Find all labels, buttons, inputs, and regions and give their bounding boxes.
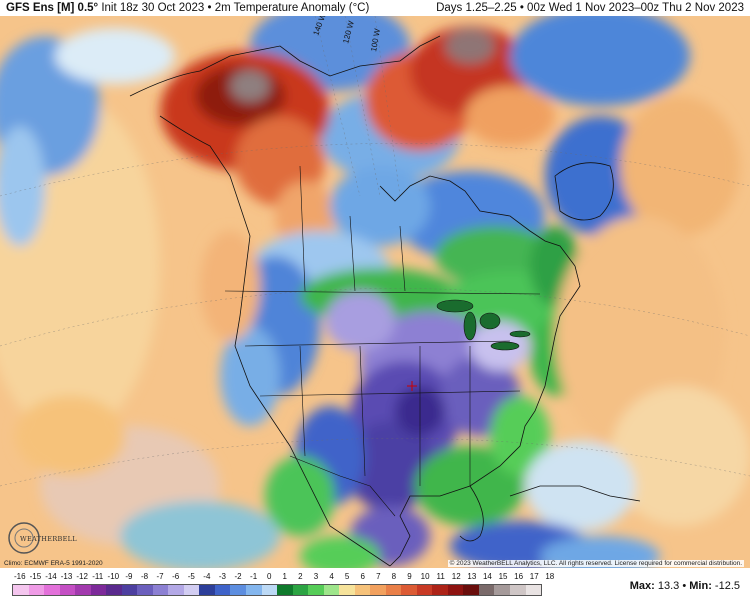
scale-swatch	[494, 585, 510, 595]
scale-tick-label: -4	[203, 572, 211, 581]
great-lakes	[436, 299, 531, 351]
scale-tick-label: 18	[545, 572, 555, 581]
scale-swatch	[323, 585, 340, 595]
logo-text: WEATHERBELL	[20, 535, 77, 543]
scale-bar	[12, 584, 542, 596]
scale-swatch	[416, 585, 433, 595]
copyright-credit: © 2023 WeatherBELL Analytics, LLC. All r…	[447, 560, 744, 567]
max-min-readout: Max: 13.3 • Min: -12.5	[630, 580, 740, 592]
title-separator: •	[207, 2, 212, 14]
scale-swatch	[354, 585, 371, 595]
min-marker	[407, 381, 417, 391]
scale-tick-label: -1	[250, 572, 258, 581]
scale-swatch	[401, 585, 417, 595]
scale-swatch	[245, 585, 262, 595]
scale-tick-label: 6	[360, 572, 365, 581]
scale-swatch	[510, 585, 526, 595]
init-time: Init 18z 30 Oct 2023	[101, 2, 205, 14]
color-scale-legend: -16 -15 -14 -13 -12 -11 -10 -9 -8 -7 -6 -5 -4 -3 -2 -1 0…	[0, 570, 750, 602]
scale-swatch	[261, 585, 278, 595]
weatherbell-logo: WEATHERBELL	[6, 520, 77, 556]
political-borders	[224, 165, 541, 517]
max-min-separator: •	[682, 580, 687, 592]
model-name: GFS Ens [M] 0.5°	[6, 2, 99, 14]
scale-swatch	[75, 585, 91, 595]
graticule	[0, 16, 750, 487]
scale-swatch	[214, 585, 231, 595]
scale-swatch	[152, 585, 169, 595]
scale-swatch	[106, 585, 122, 595]
scale-tick-label: -10	[107, 572, 120, 581]
scale-tick-label: 10	[420, 572, 430, 581]
scale-swatch	[478, 585, 495, 595]
scale-swatch	[168, 585, 184, 595]
scale-tick-label: -6	[172, 572, 180, 581]
temperature-anomaly-map: 140 W 120 W 100 W	[0, 16, 750, 568]
scale-tick-label: 0	[266, 572, 272, 581]
map-title: GFS Ens [M] 0.5° Init 18z 30 Oct 2023 • …	[6, 0, 369, 16]
scale-tick-label: 1	[282, 572, 288, 581]
scale-tick-label: 15	[498, 572, 508, 581]
scale-tick-label: -12	[76, 572, 88, 581]
scale-tick-label: -16	[14, 572, 26, 581]
scale-tick-label: -11	[92, 572, 104, 581]
max-label: Max:	[629, 580, 655, 592]
scale-swatch	[308, 585, 324, 595]
scale-swatch	[183, 585, 200, 595]
scale-tick-label: 14	[482, 572, 492, 581]
scale-labels: -16 -15 -14 -13 -12 -11 -10 -9 -8 -7 -6 -5 -4 -3 -2 -1 0…	[12, 572, 554, 583]
max-value: 13.3	[657, 580, 680, 592]
scale-tick-label: -3	[218, 572, 226, 581]
scale-swatch	[199, 585, 215, 595]
scale-swatch	[370, 585, 386, 595]
scale-swatch	[385, 585, 402, 595]
anomaly-field	[0, 16, 750, 568]
scale-tick-label: -13	[60, 572, 73, 581]
scale-tick-label: 9	[407, 572, 412, 581]
scale-swatch	[432, 585, 448, 595]
scale-tick-label: 11	[436, 572, 445, 581]
scale-tick-label: -8	[140, 572, 149, 581]
scale-tick-label: 16	[514, 572, 524, 581]
scale-swatch	[277, 585, 293, 595]
scale-swatch	[525, 585, 542, 595]
scale-swatch	[28, 585, 45, 595]
scale-tick-label: 17	[529, 572, 539, 581]
scale-tick-label: -5	[187, 572, 195, 581]
scale-swatch	[44, 585, 60, 595]
scale-swatch	[90, 585, 107, 595]
scale-swatch	[137, 585, 153, 595]
scale-tick-label: -2	[234, 572, 242, 581]
scale-swatch	[447, 585, 464, 595]
scale-swatch	[463, 585, 479, 595]
scale-swatch	[292, 585, 309, 595]
scale-swatch	[230, 585, 246, 595]
field-name: 2m Temperature Anomaly (°C)	[214, 2, 370, 14]
valid-period: Days 1.25–2.25 • 00z Wed 1 Nov 2023–00z …	[436, 2, 744, 14]
scale-tick-label: 12	[451, 572, 461, 581]
lon-label-100w: 100 W	[369, 28, 382, 53]
scale-tick-label: 8	[391, 572, 397, 581]
scale-swatch	[13, 585, 29, 595]
scale-tick-label: 3	[313, 572, 319, 581]
scale-tick-label: 4	[329, 572, 334, 581]
scale-tick-label: 2	[298, 572, 303, 581]
scale-tick-label: -9	[125, 572, 133, 581]
scale-tick-label: -7	[156, 572, 164, 581]
scale-tick-label: -14	[45, 572, 57, 581]
scale-swatch	[121, 585, 138, 595]
min-label: Min:	[689, 580, 712, 592]
scale-tick-label: 7	[376, 572, 381, 581]
scale-tick-label: 13	[467, 572, 477, 581]
scale-tick-label: 5	[344, 572, 350, 581]
min-value: -12.5	[714, 580, 740, 592]
map-header: GFS Ens [M] 0.5° Init 18z 30 Oct 2023 • …	[0, 0, 750, 16]
scale-swatch	[59, 585, 76, 595]
scale-tick-label: -15	[29, 572, 42, 581]
climo-credit: Climo: ECMWF ERA-5 1991-2020	[4, 560, 103, 567]
logo-emblem	[8, 522, 40, 554]
scale-swatch	[339, 585, 355, 595]
